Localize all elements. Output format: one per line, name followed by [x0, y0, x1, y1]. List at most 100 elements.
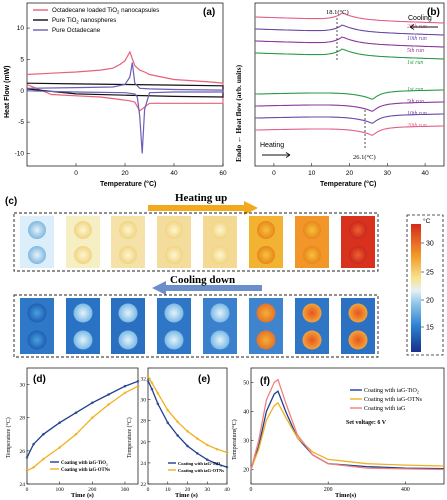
panel-b-xtick: 20 [346, 170, 354, 177]
thermal-dot [73, 303, 93, 323]
colorbar-tick: 15 [426, 325, 434, 332]
panel-c-label: (c) [5, 196, 17, 207]
panel-e-marker [146, 375, 150, 378]
panel-d-marker [41, 432, 45, 436]
thermal-dot [164, 303, 184, 323]
panel-c: (c) Heating up Cooling down °C 30 25 20 15 [5, 192, 444, 358]
thermal-dot [257, 246, 275, 264]
panel-a-ytick: -5 [18, 119, 24, 126]
panel-e-ylabel: Temperature (°C) [126, 417, 133, 458]
panel-a: (a) Heat Flow (mW) Temperature (°C) 10 5 0… [4, 2, 227, 188]
panel-d-ylabel: Temperature (°C) [5, 417, 12, 458]
panel-e-marker [186, 444, 189, 448]
panel-b-run-line [254, 48, 445, 60]
panel-d-marker [90, 416, 94, 420]
panel-f-xtick: 0 [250, 487, 253, 493]
panel-b-run-line [255, 101, 444, 112]
panel-a-ytick: -10 [15, 150, 25, 157]
panel-e-xtick: 40 [224, 487, 230, 493]
thermal-dot [118, 303, 138, 323]
panel-f-xtick: 200 [324, 487, 333, 493]
panel-f-ytick: 40 [243, 410, 249, 416]
thermal-dot [28, 221, 46, 239]
panel-e-marker [166, 421, 170, 425]
panel-d-marker [41, 457, 45, 461]
panel-b-cooling-label: Cooling [408, 15, 432, 22]
panel-d-ytick: 24 [20, 482, 26, 488]
thermal-dot [303, 246, 321, 264]
panel-e-legend-label: Coating with iaG-TiO2 [178, 461, 222, 468]
cooling-down-title: Cooling down [170, 274, 235, 286]
thermal-dot [73, 330, 93, 350]
panel-e-xtick: 20 [185, 487, 191, 493]
panel-d-xtick: 300 [121, 487, 130, 493]
panel-a-xtick: 60 [219, 170, 227, 177]
panel-d-marker [107, 403, 110, 406]
panel-b-run-line [254, 12, 445, 24]
thermal-dot [28, 246, 46, 264]
panel-e-marker [146, 379, 150, 383]
panel-d-marker [74, 432, 78, 436]
panel-b-run-label: 20th run [407, 123, 427, 129]
panel-b-run-label: 5th run [407, 48, 424, 54]
panel-e-marker [215, 462, 219, 466]
panel-d: (d) Temperature (°C) Time (s) 30 28 26 240 1… [5, 367, 140, 499]
thermal-dot [349, 246, 367, 264]
thermal-dot [74, 221, 92, 239]
panel-e-ytick: 22 [141, 482, 147, 488]
thermal-dot [256, 330, 276, 350]
panel-f-series-line [250, 390, 445, 470]
colorbar-frame [406, 214, 444, 356]
panel-d-marker [90, 401, 94, 405]
panel-b-run-line [255, 89, 444, 100]
panel-d-marker [25, 469, 29, 473]
panel-b-label: (b) [427, 7, 440, 18]
panel-a-legend-label: Pure TiO2 nanospheres [52, 17, 116, 25]
panel-b-heating-label: Heating [260, 142, 284, 149]
panel-b-xtick: 0 [272, 170, 276, 177]
panel-a-legend-label: Octadecane loaded TiO2 nanocapsules [52, 7, 159, 15]
colorbar-tick: 25 [426, 270, 434, 277]
heating-up-title: Heating up [175, 192, 227, 204]
panel-d-marker [123, 391, 127, 395]
panel-e-marker [196, 452, 199, 455]
panel-e-marker [215, 447, 219, 451]
panel-d-marker [32, 466, 35, 469]
panel-e-series-line [147, 376, 228, 454]
thermal-dot [348, 303, 368, 323]
panel-b-xtick: 30 [384, 170, 392, 177]
panel-e-marker [166, 408, 170, 412]
panel-e-marker [156, 391, 160, 395]
thermal-dot [119, 221, 137, 239]
panel-e-marker [176, 420, 179, 424]
panel-d-marker [123, 384, 127, 388]
panel-d-ytick: 28 [20, 416, 26, 422]
panel-b: (b) Endo ← Heat flow (arb. units) Temper… [234, 2, 445, 188]
panel-f-label: (f) [260, 376, 270, 387]
panel-e: (e) Temperature (°C) Time (s) 32 30 28 26 24… [126, 367, 230, 499]
heating-arrow-bar [148, 205, 244, 211]
panel-d-marker [107, 393, 110, 396]
panel-b-run-label: 1st run [407, 87, 423, 93]
panel-e-marker [150, 381, 154, 385]
panel-a-legend-label: Pure Octadecane [52, 27, 101, 34]
panel-d-xtick: 100 [56, 487, 65, 493]
panel-e-marker [225, 451, 229, 454]
panel-d-marker [74, 411, 78, 415]
panel-e-frame [147, 367, 228, 485]
heating-arrow-head-icon [244, 201, 258, 215]
heating-arrow-icon [262, 152, 291, 158]
panel-e-ytick: 28 [141, 419, 147, 425]
panel-b-cool-peak: 18.1(°C) [326, 9, 349, 16]
panel-e-marker [176, 434, 179, 437]
panel-d-label: (d) [33, 374, 46, 385]
thermal-dot [27, 330, 47, 350]
panel-e-ytick: 30 [141, 398, 147, 404]
panel-e-xlabel: Time (s) [175, 492, 198, 499]
panel-b-run-line [255, 113, 444, 124]
panel-d-series-line [26, 380, 139, 458]
thermal-dot [165, 246, 183, 264]
panel-f-series-line [250, 378, 445, 471]
